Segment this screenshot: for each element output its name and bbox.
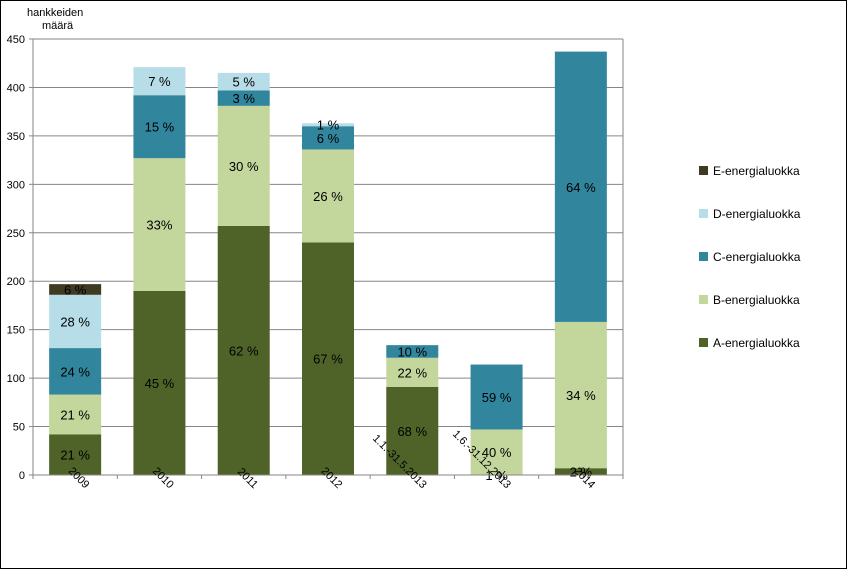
y-tick-label: 150 bbox=[7, 325, 25, 337]
y-tick-label: 250 bbox=[7, 228, 25, 240]
legend-label: A-energialuokka bbox=[713, 336, 800, 350]
bar-segment bbox=[49, 434, 102, 475]
segment-label: 7 % bbox=[148, 74, 171, 89]
bar-segment bbox=[133, 290, 186, 475]
bar-segment bbox=[302, 126, 354, 150]
y-axis-title-line-2: määrä bbox=[42, 20, 74, 32]
segment-label: 26 % bbox=[313, 189, 343, 204]
segment-label: 1 % bbox=[317, 118, 340, 133]
bars bbox=[49, 51, 607, 475]
legend-swatch bbox=[699, 209, 708, 218]
bar-segment bbox=[386, 386, 439, 475]
segment-label: 34 % bbox=[566, 388, 596, 403]
y-axis-title: hankkeiden määrä bbox=[27, 7, 86, 32]
segment-labels: 21 % 21 % 24 % 28 % 6 % 45 % 33% 15 % 7 % 62 % 30 … bbox=[60, 74, 596, 483]
segment-label: 22 % bbox=[397, 365, 427, 380]
bar-segment bbox=[386, 357, 439, 387]
bar-segment bbox=[217, 90, 270, 106]
segment-label: 28 % bbox=[60, 314, 90, 329]
bar-segment bbox=[470, 429, 523, 475]
y-tick-label: 300 bbox=[7, 179, 25, 191]
y-tick-label: 350 bbox=[7, 131, 25, 143]
legend: E-energialuokka D-energialuokka C-energial… bbox=[699, 164, 801, 350]
legend-swatch bbox=[699, 338, 708, 347]
legend-label: E-energialuokka bbox=[713, 164, 800, 178]
axes: hankkeiden määrä bbox=[27, 7, 624, 476]
segment-label: 21 % bbox=[60, 448, 90, 463]
segment-label: 40 % bbox=[482, 445, 512, 460]
segment-label: 5 % bbox=[233, 75, 256, 90]
legend-swatch bbox=[699, 166, 708, 175]
y-tick-label: 400 bbox=[7, 82, 25, 94]
segment-label: 33% bbox=[146, 218, 172, 233]
y-tick-labels: 0 50 100 150 200 250 300 350 400 450 bbox=[7, 34, 25, 482]
bar-segment bbox=[217, 72, 270, 91]
bar-segment bbox=[217, 105, 270, 226]
segment-label: 6 % bbox=[317, 131, 340, 146]
segment-label: 2 % bbox=[570, 465, 593, 480]
segment-label: 62 % bbox=[229, 343, 259, 358]
bar-segment bbox=[49, 394, 102, 435]
segment-label: 30 % bbox=[229, 159, 259, 174]
segment-label: 24 % bbox=[60, 364, 90, 379]
bar-segment bbox=[217, 225, 270, 475]
y-tick-label: 100 bbox=[7, 373, 25, 385]
bar-segment bbox=[302, 149, 354, 243]
bar-segment bbox=[470, 364, 523, 430]
segment-label: 67 % bbox=[313, 352, 343, 367]
bar-segment bbox=[133, 95, 186, 159]
y-tick-label: 50 bbox=[13, 422, 25, 434]
legend-swatch bbox=[699, 295, 708, 304]
segment-label: 68 % bbox=[397, 424, 427, 439]
bar-segment bbox=[554, 468, 607, 475]
bar-segment bbox=[49, 294, 102, 349]
bar-segment bbox=[302, 242, 354, 475]
bar-segment bbox=[49, 284, 102, 295]
bar-segment bbox=[554, 321, 607, 469]
segment-label: 3 % bbox=[233, 91, 256, 106]
bar-segment bbox=[133, 158, 186, 291]
legend-label: B-energialuokka bbox=[713, 293, 800, 307]
segment-label: 15 % bbox=[145, 120, 175, 135]
bar-segment bbox=[49, 348, 102, 395]
segment-label: 21 % bbox=[60, 407, 90, 422]
y-tick-label: 200 bbox=[7, 276, 25, 288]
legend-swatch bbox=[699, 252, 708, 261]
segment-label: 45 % bbox=[145, 376, 175, 391]
legend-label: C-energialuokka bbox=[713, 250, 801, 264]
bar-segment bbox=[302, 123, 354, 127]
segment-label: 64 % bbox=[566, 180, 596, 195]
segment-label: 6 % bbox=[64, 282, 87, 297]
legend-label: D-energialuokka bbox=[713, 207, 801, 221]
segment-label: 59 % bbox=[482, 390, 512, 405]
bar-segment bbox=[386, 345, 439, 358]
bar-segment bbox=[554, 51, 607, 322]
y-tick-label: 450 bbox=[7, 34, 25, 46]
bar-segment bbox=[133, 67, 186, 96]
y-axis-title-line-1: hankkeiden bbox=[27, 7, 83, 19]
y-tick-label: 0 bbox=[19, 470, 25, 482]
segment-label: 10 % bbox=[397, 344, 427, 359]
